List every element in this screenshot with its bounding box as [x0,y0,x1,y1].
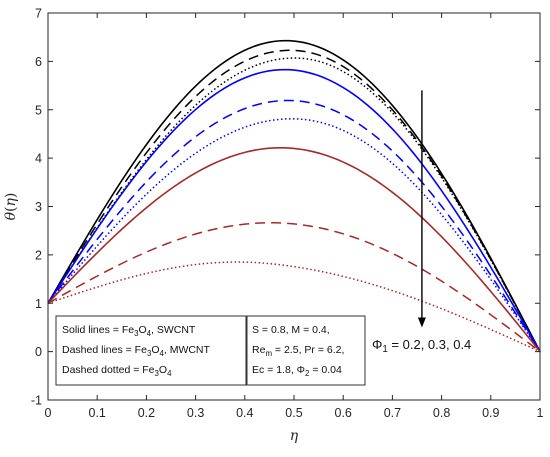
x-tick-label: 0.5 [285,406,302,420]
x-tick-label: 1 [537,406,544,420]
params-layer: S = 0.8, M = 0.4, Rem = 2.5, Pr = 6.2, Ec … [246,315,366,386]
x-axis-label: η [290,428,299,444]
x-tick-label: 0.2 [138,406,155,420]
parameters-line-2: Rem = 2.5, Pr = 6.2, [252,344,344,358]
line-style-legend-entry-1: Solid lines = Fe3O4, SWCNT [62,324,196,338]
y-tick-label: 7 [35,7,42,21]
x-tick-label: 0 [45,406,52,420]
legend-layer: Solid lines = Fe3O4, SWCNT Dashed lines =… [55,315,247,386]
series-line-6 [47,118,541,353]
series-line-5 [47,99,541,353]
parameters-line-3: Ec = 1.8, Φ2 = 0.04 [252,364,342,378]
x-tick-label: 0.1 [89,406,106,420]
x-axis-label-text: η [290,428,299,444]
series-layer [47,39,541,353]
y-tick-label: 3 [35,200,42,214]
series-line-7 [47,146,541,353]
y-axis-label-eta: η [3,197,19,206]
x-tick-label: 0.7 [384,406,401,420]
line-style-legend-entry-2: Dashed lines = Fe3O4, MWCNT [62,344,211,358]
y-tick-label: -1 [31,394,42,408]
series-line-2 [47,49,541,352]
x-tick-label: 0.6 [335,406,352,420]
parameters-line-1: S = 0.8, M = 0.4, [252,324,330,336]
y-tick-label: 6 [35,55,42,69]
y-tick-label: 0 [35,345,42,359]
line-style-legend-entry-3: Dashed dotted = Fe3O4 [62,364,172,378]
y-axis-label-open-paren: ( [3,206,19,211]
parameters-box [246,315,366,386]
y-tick-label: 1 [35,297,42,311]
series-line-8 [47,222,541,353]
x-tick-label: 0.9 [482,406,499,420]
series-line-1 [47,39,541,352]
y-tick-label: 2 [35,248,42,262]
y-tick-label: 4 [35,152,42,166]
y-axis-label-close-paren: ) [3,193,19,198]
y-axis-label: θ(η) [3,193,19,221]
x-tick-label: 0.3 [187,406,204,420]
series-line-4 [47,68,541,353]
x-tick-label: 0.4 [236,406,253,420]
phi1-annotation-label: Φ1 = 0.2, 0.3, 0.4 [372,337,471,355]
y-axis-label-theta: θ [3,211,19,220]
annotation-layer: Φ1 = 0.2, 0.3, 0.4 [372,90,471,355]
x-tick-label: 0.8 [433,406,450,420]
annotation-arrow-head [417,317,426,328]
y-tick-label: 5 [35,103,42,117]
line-style-legend-box [55,315,247,386]
